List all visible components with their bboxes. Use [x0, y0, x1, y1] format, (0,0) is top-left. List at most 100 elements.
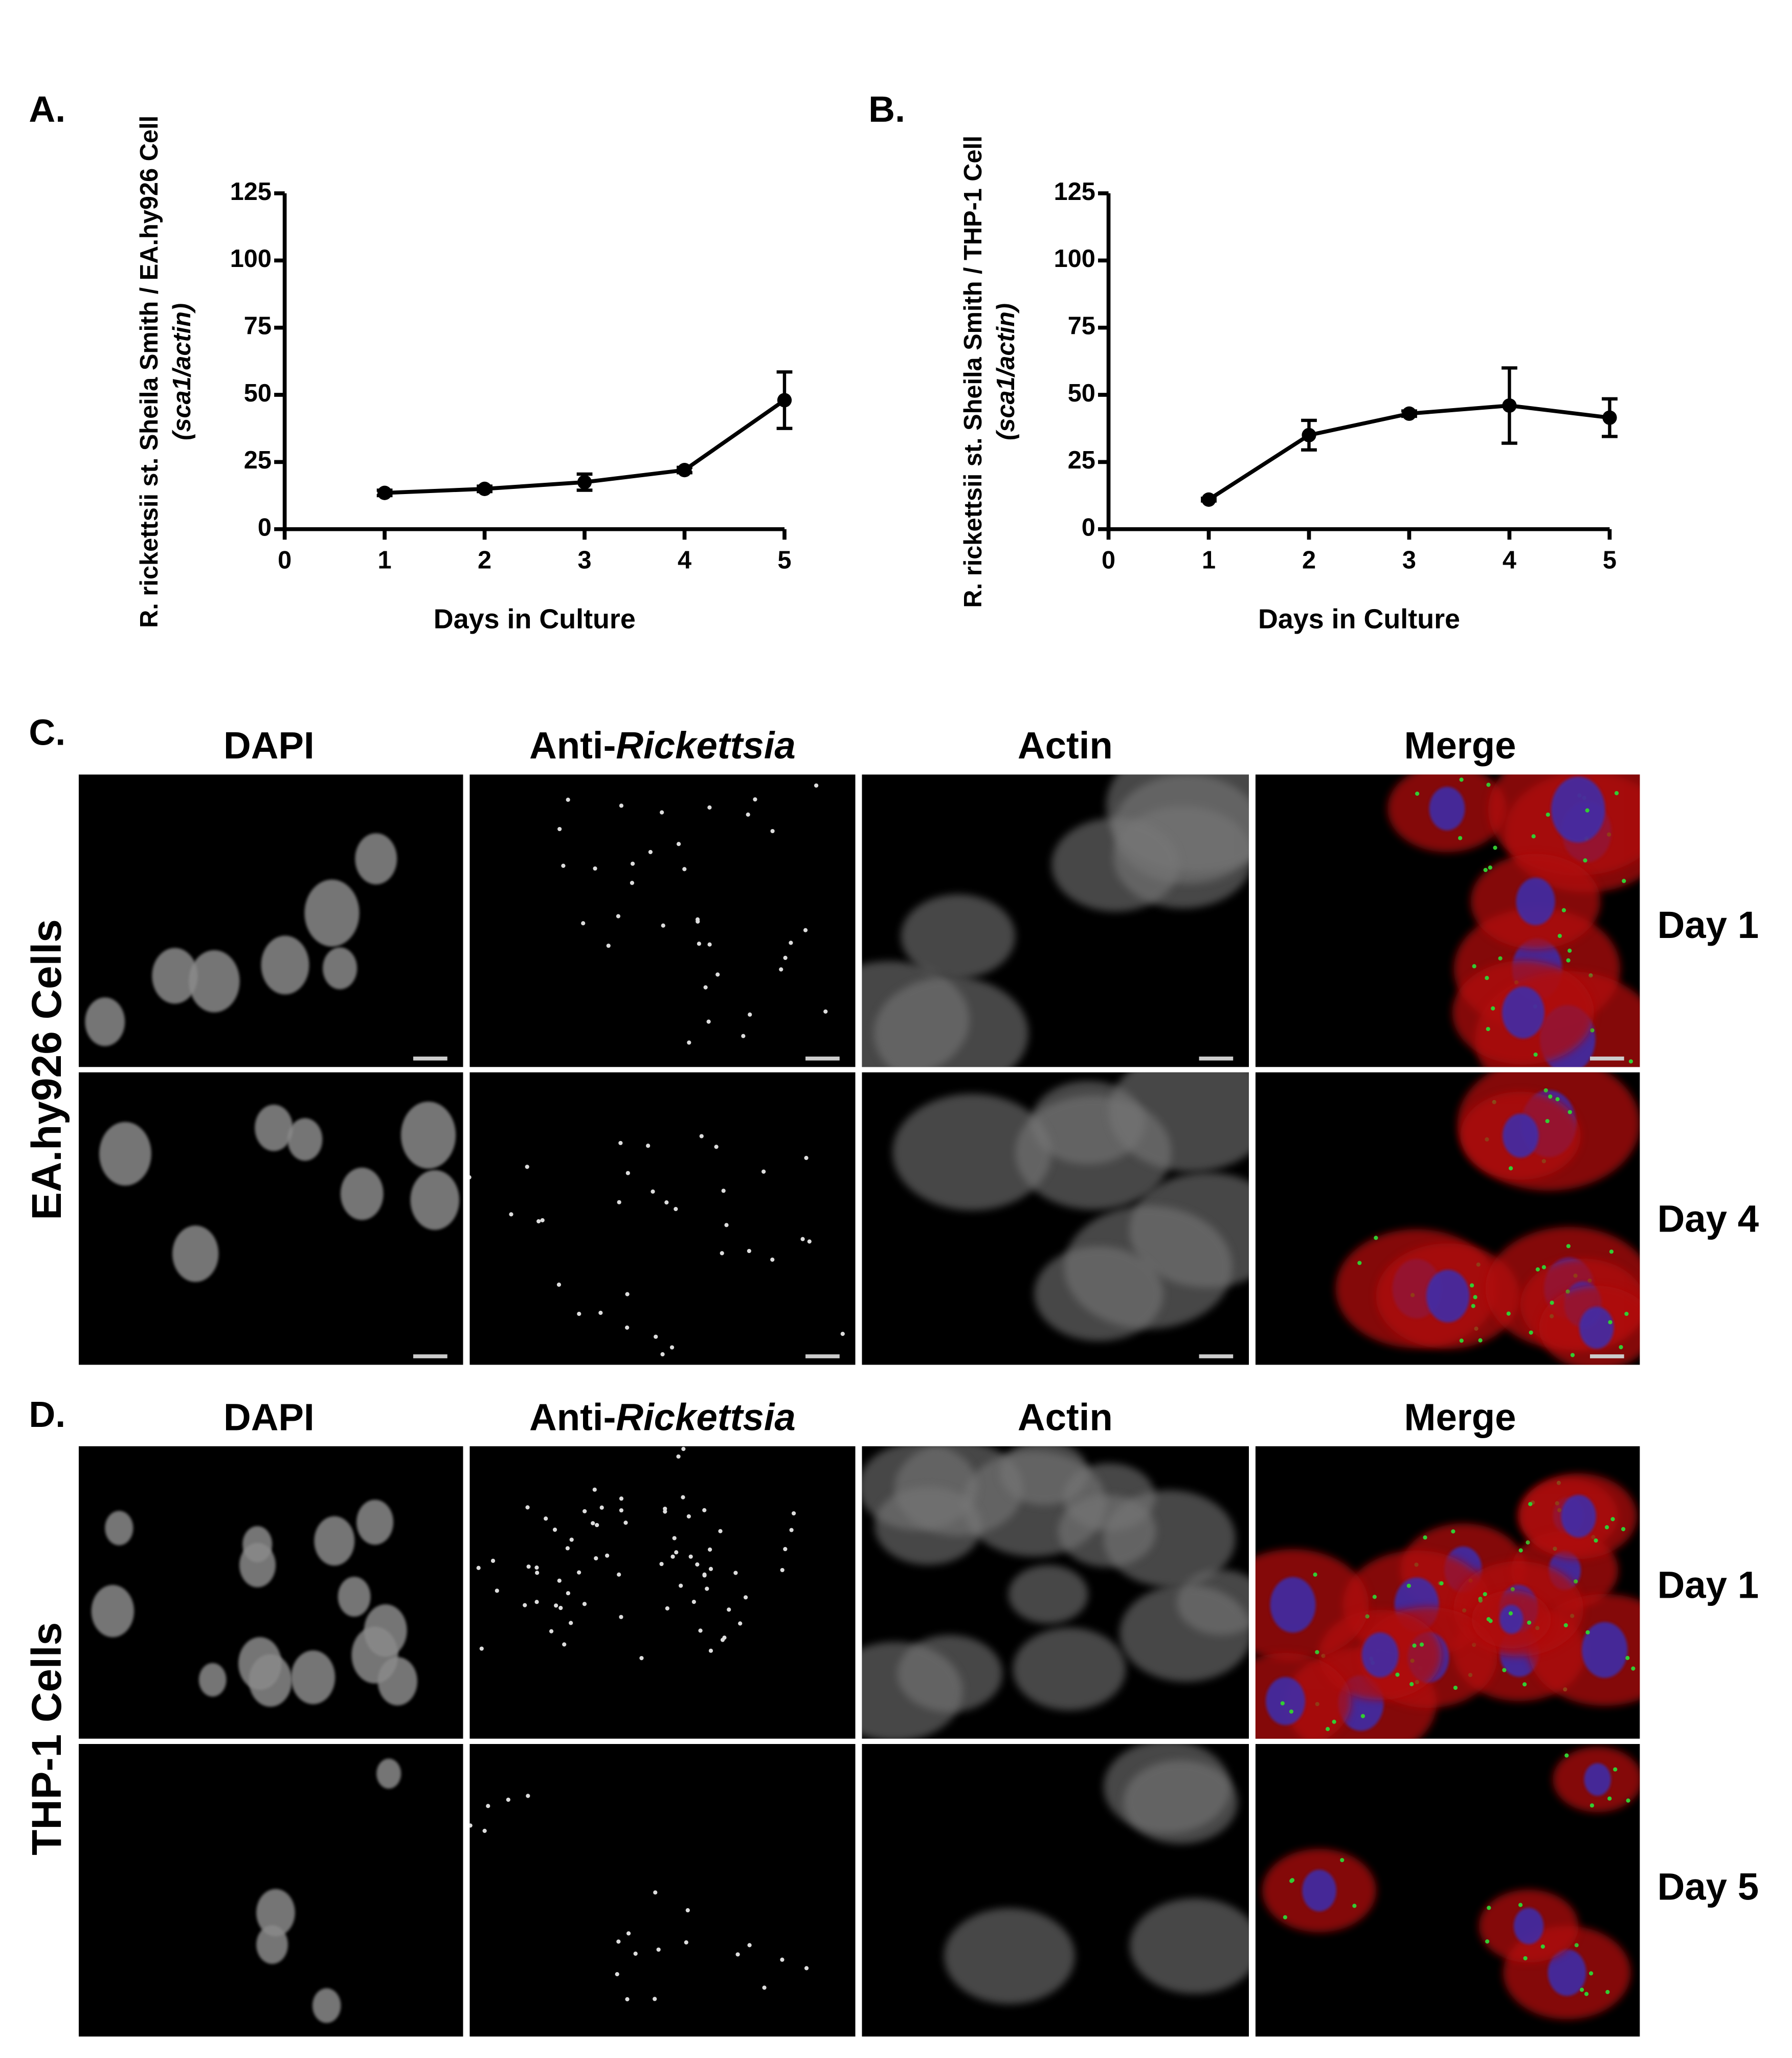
nucleus	[1502, 987, 1544, 1039]
bacterium	[633, 1951, 638, 1956]
bacterium	[1628, 1059, 1633, 1064]
bacterium	[1485, 1939, 1490, 1944]
bacterium	[1485, 976, 1489, 980]
bacterium	[1360, 1714, 1365, 1718]
bacterium	[663, 1509, 667, 1514]
bacterium	[1535, 1267, 1540, 1272]
bacterium	[562, 1642, 567, 1647]
data-point	[1502, 398, 1517, 413]
x-tick-label: 1	[1202, 547, 1216, 574]
bacterium	[1608, 1320, 1612, 1325]
bacterium	[618, 1140, 623, 1146]
bacterium	[625, 1292, 630, 1296]
panel-label: B.	[868, 89, 905, 130]
nucleus	[1582, 1622, 1628, 1678]
bacterium	[619, 1496, 624, 1501]
row-label: Day 1	[1657, 904, 1759, 946]
bacterium	[582, 1602, 587, 1606]
micrograph	[1255, 1446, 1640, 1739]
micrograph	[1255, 774, 1640, 1067]
bacterium	[594, 1556, 598, 1561]
bacterium	[1543, 1088, 1548, 1093]
bacterium	[1406, 1583, 1411, 1588]
header-part: Actin	[1018, 1396, 1113, 1438]
bacterium	[617, 1572, 621, 1577]
cell-body	[862, 1642, 963, 1739]
header-part: Merge	[1404, 724, 1516, 767]
bacterium	[1439, 1581, 1444, 1586]
nucleus	[1270, 1577, 1316, 1633]
bacterium	[565, 1546, 570, 1551]
bacterium	[727, 1607, 731, 1612]
bacterium	[1412, 1643, 1417, 1648]
scale-bar	[413, 1056, 447, 1061]
bacterium	[1570, 1353, 1575, 1357]
nucleus	[198, 1663, 227, 1697]
bacterium	[699, 1134, 704, 1138]
bacterium	[674, 1550, 679, 1555]
bacterium	[1483, 1592, 1487, 1597]
nucleus	[323, 947, 357, 990]
bacterium	[1289, 1709, 1294, 1714]
bacterium	[592, 1487, 597, 1492]
bacterium	[1280, 1701, 1285, 1706]
bacterium	[1486, 782, 1491, 787]
y-axis-label: (sca1/actin)	[992, 303, 1020, 440]
bacterium	[595, 1523, 599, 1528]
bacterium	[544, 1516, 548, 1521]
bacterium	[605, 1553, 610, 1558]
bacterium	[1283, 1915, 1288, 1919]
bacterium	[738, 1621, 743, 1626]
bacterium	[789, 941, 793, 945]
column-header: Merge	[1404, 724, 1516, 767]
bacterium	[549, 1629, 554, 1634]
bacterium	[696, 919, 700, 924]
y-axis-label: (sca1/actin)	[168, 303, 196, 440]
column-header: DAPI	[223, 724, 315, 767]
bacterium	[1626, 1798, 1630, 1803]
bacterium	[1483, 867, 1488, 873]
bacterium	[840, 1332, 845, 1336]
scale-bar	[1199, 1354, 1234, 1358]
bacterium	[1574, 1943, 1579, 1948]
micrograph-bg	[78, 774, 463, 1067]
bacterium	[761, 1169, 766, 1174]
scale-bar	[805, 1056, 840, 1061]
bacterium	[698, 1628, 703, 1633]
bacterium	[534, 1600, 539, 1604]
y-tick-label: 0	[1082, 514, 1095, 542]
nucleus	[1516, 878, 1555, 926]
bacterium	[599, 1505, 604, 1510]
bacterium	[626, 1931, 631, 1936]
bacterium	[676, 1454, 681, 1459]
y-tick-label: 0	[258, 514, 272, 542]
bacterium	[509, 1212, 513, 1217]
bacterium	[1584, 1992, 1589, 1996]
header-part: DAPI	[223, 724, 315, 767]
bacterium	[804, 1156, 809, 1160]
header-part: Merge	[1404, 1396, 1516, 1438]
bacterium	[625, 1325, 630, 1330]
bacterium	[1531, 834, 1536, 839]
bacterium	[674, 1206, 678, 1212]
bacterium	[800, 1237, 805, 1241]
y-tick-label: 25	[1068, 446, 1095, 474]
bacterium	[552, 1527, 557, 1532]
bacterium	[1621, 1527, 1626, 1531]
scale-bar	[1199, 1056, 1234, 1061]
bacterium	[583, 1509, 587, 1514]
bacterium	[495, 1589, 499, 1593]
nucleus	[255, 1104, 293, 1151]
bacterium	[1523, 1956, 1528, 1961]
bacterium	[1419, 1642, 1424, 1647]
nucleus	[172, 1225, 219, 1282]
nucleus	[189, 950, 240, 1013]
bacterium	[536, 1219, 541, 1224]
bacterium	[686, 1514, 691, 1519]
bacterium	[1609, 1249, 1614, 1254]
bacterium	[1528, 1502, 1533, 1506]
bacterium	[525, 1165, 529, 1169]
cell-body	[1123, 1760, 1238, 1844]
bacterium	[1493, 845, 1497, 850]
nucleus	[152, 948, 198, 1004]
